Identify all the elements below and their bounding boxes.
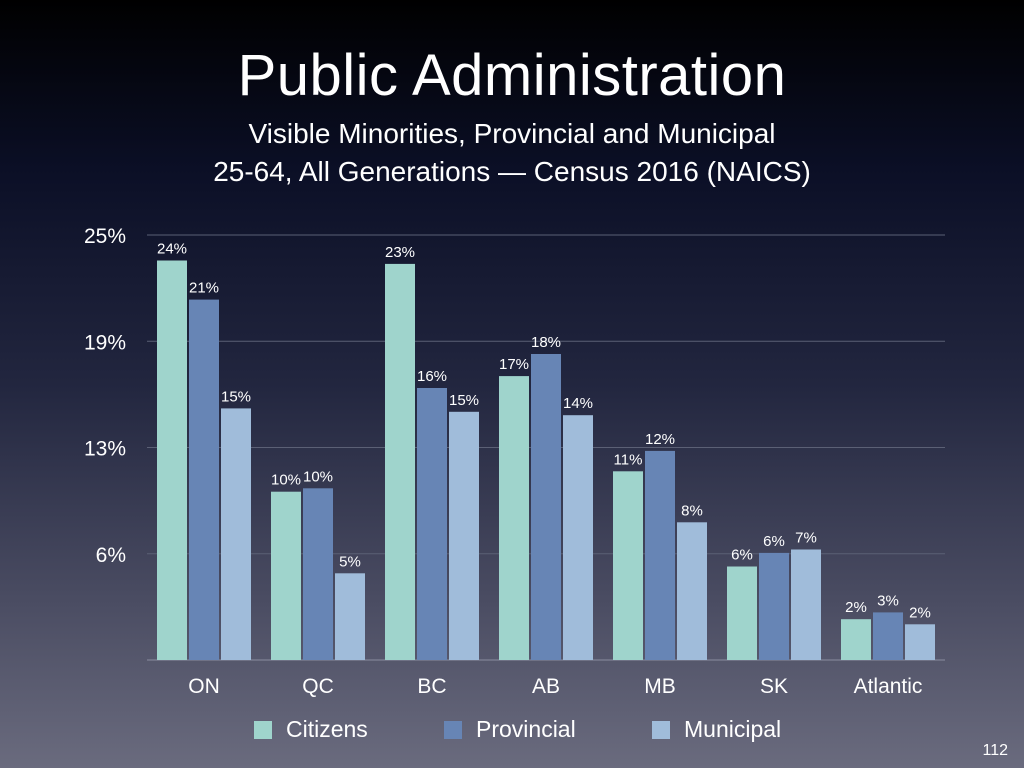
data-label: 12% — [645, 431, 675, 448]
bar — [385, 263, 415, 660]
data-label: 18% — [531, 334, 561, 351]
x-tick-label: QC — [302, 675, 334, 698]
bar — [791, 549, 821, 660]
bar — [335, 573, 365, 660]
x-tick-label: Atlantic — [854, 675, 923, 698]
x-tick-label: AB — [532, 675, 560, 698]
bar — [221, 408, 251, 660]
bar — [449, 411, 479, 660]
legend-label: Municipal — [684, 716, 782, 742]
bar — [873, 612, 903, 660]
bar — [157, 260, 187, 660]
data-label: 8% — [681, 502, 703, 519]
page-number: 112 — [982, 742, 1008, 759]
data-label: 17% — [499, 356, 529, 373]
legend-label: Citizens — [286, 716, 368, 742]
x-tick-label: ON — [188, 675, 220, 698]
bar — [905, 624, 935, 660]
legend-label: Provincial — [476, 716, 576, 742]
y-tick-label: 6% — [96, 544, 126, 567]
data-label: 10% — [271, 472, 301, 489]
data-label: 10% — [303, 468, 333, 485]
legend-swatch — [444, 720, 462, 739]
data-label: 6% — [763, 533, 785, 550]
x-tick-label: BC — [417, 675, 446, 698]
bar — [189, 299, 219, 660]
x-tick-label: MB — [644, 675, 676, 698]
data-label: 14% — [563, 395, 593, 412]
data-label: 3% — [877, 592, 899, 609]
bar — [841, 619, 871, 660]
data-label: 16% — [417, 368, 447, 385]
bar — [563, 415, 593, 660]
bar — [417, 388, 447, 660]
bar — [727, 566, 757, 660]
bar — [759, 552, 789, 660]
bar — [677, 522, 707, 660]
y-tick-label: 13% — [84, 438, 126, 461]
slide-title: Public Administration — [237, 43, 787, 108]
data-label: 15% — [221, 388, 251, 405]
data-label: 15% — [449, 392, 479, 409]
data-label: 21% — [189, 280, 219, 297]
data-label: 24% — [157, 241, 187, 258]
y-tick-label: 19% — [84, 331, 126, 354]
bar — [531, 354, 561, 660]
bar — [271, 491, 301, 660]
data-label: 2% — [909, 604, 931, 621]
slide-subtitle-line2: 25-64, All Generations — Census 2016 (NA… — [213, 156, 811, 187]
bar — [499, 376, 529, 660]
legend-swatch — [652, 720, 670, 739]
legend-item: Provincial — [444, 716, 576, 743]
bar — [613, 471, 643, 660]
bar — [303, 488, 333, 660]
y-tick-label: 25% — [84, 225, 126, 248]
legend-swatch — [254, 720, 272, 739]
legend-item: Citizens — [254, 716, 368, 743]
slide-subtitle-line1: Visible Minorities, Provincial and Munic… — [248, 118, 776, 149]
bar — [645, 450, 675, 660]
data-label: 2% — [845, 599, 867, 616]
data-label: 23% — [385, 244, 415, 261]
data-label: 7% — [795, 530, 817, 547]
data-label: 6% — [731, 547, 753, 564]
data-label: 11% — [614, 451, 643, 468]
x-tick-label: SK — [760, 675, 788, 698]
legend-item: Municipal — [652, 716, 781, 743]
data-label: 5% — [339, 553, 361, 570]
